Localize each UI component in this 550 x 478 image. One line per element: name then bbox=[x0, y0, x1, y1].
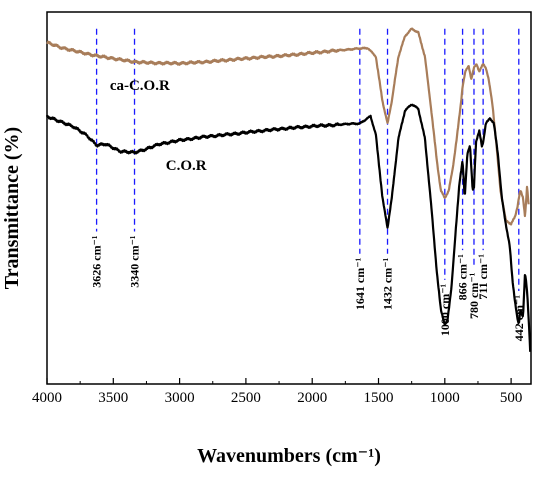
annotation-label: 711 cm⁻¹ bbox=[476, 254, 490, 300]
annotation-label: 866 cm⁻¹ bbox=[456, 254, 470, 301]
series-line-ca-cor bbox=[46, 27, 530, 226]
x-axis: 4000 3500 3000 2500 2000 1500 1000 500 bbox=[32, 378, 522, 406]
annotation-label: 3626 cm⁻¹ bbox=[90, 235, 104, 288]
annotation-labels: 3626 cm⁻¹ 3340 cm⁻¹ 1641 cm⁻¹ 1432 cm⁻¹ 1000… bbox=[90, 235, 526, 341]
x-tick-label: 3500 bbox=[98, 390, 128, 406]
annotation-label: 1432 cm⁻¹ bbox=[381, 257, 395, 310]
x-tick-label: 500 bbox=[500, 390, 523, 406]
series-line-cor bbox=[45, 103, 532, 352]
plot-area: ca-C.O.R C.O.R 3626 cm⁻¹ 3340 cm⁻¹ 1641 cm⁻… bbox=[45, 11, 532, 385]
x-tick-label: 2000 bbox=[297, 390, 327, 406]
x-tick-label: 1000 bbox=[430, 390, 460, 406]
series-labels: ca-C.O.R C.O.R bbox=[110, 78, 207, 174]
x-axis-title: Wavenumbers (cm⁻¹) bbox=[197, 445, 381, 467]
x-tick-label: 2500 bbox=[231, 390, 261, 406]
x-tick-label: 1500 bbox=[364, 390, 394, 406]
annotation-lines bbox=[95, 28, 520, 291]
annotation-label: 780 cm⁻¹ bbox=[467, 272, 481, 319]
annotation-label: 1641 cm⁻¹ bbox=[353, 257, 367, 310]
series-label-cor: C.O.R bbox=[166, 158, 207, 174]
x-tick-label: 3000 bbox=[165, 390, 195, 406]
annotation-label: 442 cm⁻¹ bbox=[512, 295, 526, 342]
y-axis-title: Transmittance (%) bbox=[1, 127, 23, 289]
series-label-ca-cor: ca-C.O.R bbox=[110, 78, 170, 94]
x-tick-label: 4000 bbox=[32, 390, 62, 406]
plot-frame bbox=[46, 11, 532, 385]
annotation-label: 3340 cm⁻¹ bbox=[128, 235, 142, 288]
series-layer bbox=[45, 27, 532, 352]
annotation-label: 1000 cm⁻¹ bbox=[438, 283, 452, 336]
